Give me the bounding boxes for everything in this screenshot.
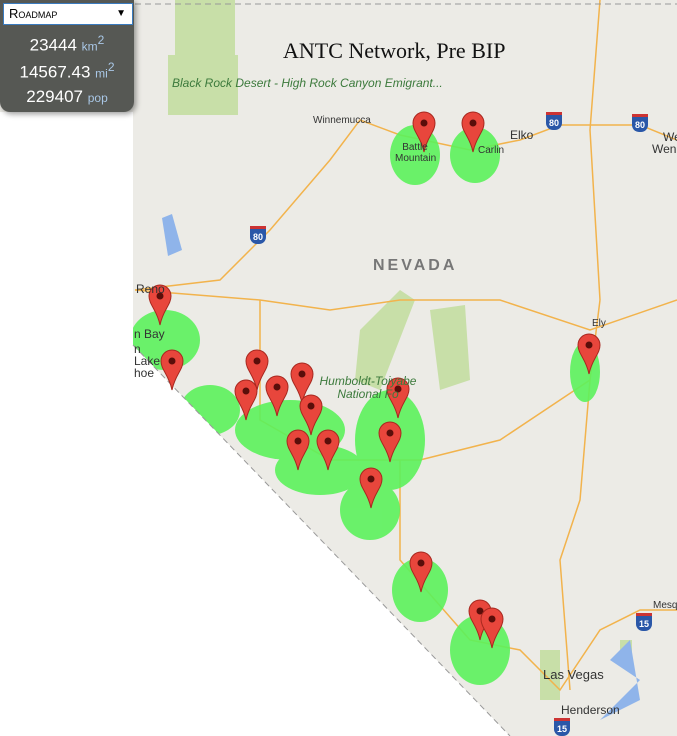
label-wendover-2: We <box>663 130 677 144</box>
map-marker[interactable] <box>359 467 383 509</box>
map-marker[interactable] <box>386 377 410 419</box>
stats-panel: Roadmap ▼ 23444 km2 14567.43 mi2 229407 p… <box>0 0 134 112</box>
label-black-rock: Black Rock Desert - High Rock Canyon Emi… <box>172 76 443 90</box>
coverage-area <box>130 310 200 370</box>
label-henderson: Henderson <box>561 703 620 717</box>
map-marker[interactable] <box>316 429 340 471</box>
label-reno: Reno <box>136 282 165 296</box>
label-winnemucca: Winnemucca <box>313 115 371 126</box>
map-marker[interactable] <box>461 111 485 153</box>
label-battle-mountain: Battle Mountain <box>395 142 437 164</box>
label-ely: Ely <box>592 318 606 329</box>
map-marker[interactable] <box>480 607 504 649</box>
map-marker[interactable] <box>409 551 433 593</box>
map-marker[interactable] <box>290 362 314 404</box>
outside-area <box>0 112 510 736</box>
label-elko: Elko <box>510 128 534 142</box>
interstate-shield: 15 <box>554 718 570 736</box>
map-marker[interactable] <box>378 421 402 463</box>
population: 229407 pop <box>26 87 108 106</box>
map-type-value: Roadmap <box>9 6 58 21</box>
interstate-shield: 80 <box>250 226 266 244</box>
area-mi: 14567.43 mi2 <box>19 60 115 82</box>
label-las-vegas: Las Vegas <box>543 667 604 682</box>
label-tahoe: n Lake hoe <box>134 342 161 380</box>
map-marker[interactable] <box>245 349 269 391</box>
label-carlin: Carlin <box>478 145 505 156</box>
area-km: 23444 km2 <box>29 33 105 55</box>
interstate-shield: 80 <box>632 114 648 132</box>
map-marker[interactable] <box>412 111 436 153</box>
label-nevada: NEVADA <box>373 257 458 274</box>
map-marker[interactable] <box>160 349 184 391</box>
label-mesquite: Mesq <box>653 600 677 611</box>
interstate-shield: 80 <box>546 112 562 130</box>
coverage-area <box>450 127 500 183</box>
markers <box>148 111 601 649</box>
interstate-shield: 15 <box>636 613 652 631</box>
map-marker[interactable] <box>265 375 289 417</box>
label-wendover: Wend <box>652 142 677 156</box>
parks <box>168 0 632 700</box>
map-marker[interactable] <box>577 333 601 375</box>
label-humboldt: Humboldt-Toiyabe National Fo <box>319 374 417 401</box>
map-marker[interactable] <box>286 429 310 471</box>
coverage-area <box>340 480 400 540</box>
map-type-select[interactable]: Roadmap ▼ <box>3 3 133 25</box>
map-marker[interactable] <box>299 394 323 436</box>
map-title: ANTC Network, Pre BIP <box>283 38 506 63</box>
map-marker[interactable] <box>148 284 172 326</box>
coverage-area <box>392 558 448 622</box>
map-marker[interactable] <box>234 379 258 421</box>
dropdown-arrow-icon: ▼ <box>116 8 126 19</box>
label-bay: n Bay <box>134 327 165 341</box>
